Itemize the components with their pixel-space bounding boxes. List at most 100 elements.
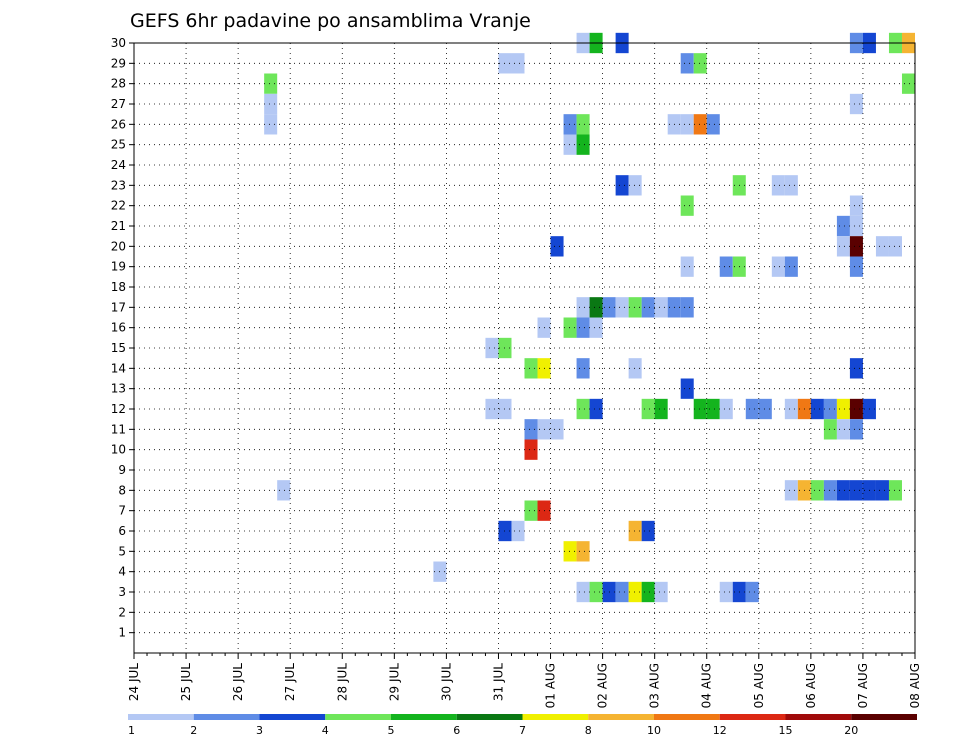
precip-cell — [589, 317, 603, 338]
precip-cell — [771, 175, 785, 196]
precip-cell — [784, 480, 798, 501]
legend-swatch — [522, 714, 589, 720]
precip-cell — [836, 236, 850, 257]
precip-cell — [524, 358, 538, 379]
y-tick-label: 30 — [111, 36, 126, 50]
legend-label: 6 — [453, 724, 460, 737]
precip-cell — [745, 581, 759, 603]
precipitation-cells — [264, 32, 915, 603]
y-tick-label: 1 — [118, 626, 126, 640]
y-tick-label: 23 — [111, 178, 126, 192]
y-tick-label: 13 — [111, 382, 126, 396]
legend-label: 5 — [388, 724, 395, 737]
x-tick-label: 24 JUL — [127, 663, 141, 701]
precip-cell — [641, 581, 655, 603]
y-axis: 1234567891011121314151617181920212223242… — [111, 36, 134, 640]
precip-cell — [849, 93, 863, 115]
precip-cell — [524, 419, 538, 440]
legend-label: 10 — [647, 724, 661, 737]
legend-swatch — [785, 714, 852, 720]
precip-cell — [264, 93, 278, 115]
y-tick-label: 2 — [118, 605, 126, 619]
precip-cell — [680, 297, 694, 318]
precip-cell — [628, 358, 642, 379]
precip-cell — [849, 236, 863, 257]
precip-cell — [784, 398, 798, 420]
precip-cell — [888, 480, 902, 501]
x-tick-label: 25 JUL — [179, 663, 193, 701]
precip-cell — [719, 581, 733, 603]
precip-cell — [628, 581, 642, 603]
precip-cell — [836, 480, 850, 501]
legend-swatch — [719, 714, 786, 720]
x-tick-label: 26 JUL — [231, 663, 245, 701]
y-tick-label: 12 — [111, 402, 126, 416]
precip-cell — [693, 398, 707, 420]
y-tick-label: 26 — [111, 117, 126, 131]
precip-cell — [576, 398, 590, 420]
precip-cell — [693, 53, 707, 74]
precip-cell — [888, 236, 902, 257]
legend-label: 1 — [128, 724, 135, 737]
precip-cell — [576, 541, 590, 562]
precip-cell — [810, 398, 824, 420]
precip-cell — [589, 297, 603, 318]
precip-cell — [264, 73, 278, 94]
legend-label: 15 — [779, 724, 793, 737]
legend-swatch — [259, 714, 326, 720]
precip-cell — [823, 419, 837, 440]
dotted-grid — [134, 42, 915, 653]
precip-cell — [719, 256, 733, 277]
x-tick-label: 03 AUG — [648, 663, 662, 708]
y-tick-label: 19 — [111, 260, 126, 274]
precip-cell — [563, 114, 577, 135]
precip-cell — [849, 480, 863, 501]
precip-cell — [485, 398, 499, 420]
precip-cell — [563, 134, 577, 155]
precip-cell — [485, 337, 499, 359]
y-tick-label: 21 — [111, 219, 126, 233]
precip-cell — [264, 114, 278, 135]
legend-label: 20 — [844, 724, 858, 737]
legend-swatch — [456, 714, 523, 720]
precip-cell — [576, 297, 590, 318]
precip-cell — [524, 439, 538, 460]
precip-cell — [836, 215, 850, 237]
precip-cell — [836, 419, 850, 440]
precip-cell — [576, 134, 590, 155]
precip-cell — [680, 378, 694, 399]
y-tick-label: 15 — [111, 341, 126, 355]
precip-cell — [745, 398, 759, 420]
y-tick-label: 16 — [111, 321, 126, 335]
precip-cell — [628, 297, 642, 318]
precip-cell — [550, 419, 564, 440]
precip-cell — [589, 581, 603, 603]
y-tick-label: 14 — [111, 361, 126, 375]
precip-cell — [511, 53, 525, 74]
precip-cell — [563, 317, 577, 338]
precip-cell — [771, 256, 785, 277]
precip-cell — [628, 175, 642, 196]
precip-cell — [680, 114, 694, 135]
precip-cell — [810, 480, 824, 501]
legend-swatch — [193, 714, 260, 720]
x-tick-label: 08 AUG — [908, 663, 922, 708]
x-tick-label: 06 AUG — [804, 663, 818, 708]
y-tick-label: 18 — [111, 280, 126, 294]
precip-cell — [576, 581, 590, 603]
precip-cell — [901, 73, 915, 94]
precip-cell — [576, 317, 590, 338]
legend-label: 2 — [190, 724, 197, 737]
precip-cell — [641, 398, 655, 420]
precip-cell — [615, 175, 629, 196]
x-tick-label: 28 JUL — [335, 663, 349, 701]
legend-swatch — [588, 714, 654, 720]
precip-cell — [680, 53, 694, 74]
y-tick-label: 24 — [111, 158, 126, 172]
precip-cell — [849, 195, 863, 216]
legend-swatch — [325, 714, 391, 720]
y-tick-label: 29 — [111, 56, 126, 70]
legend-label: 8 — [585, 724, 592, 737]
x-tick-label: 07 AUG — [856, 663, 870, 708]
legend-label: 4 — [322, 724, 329, 737]
